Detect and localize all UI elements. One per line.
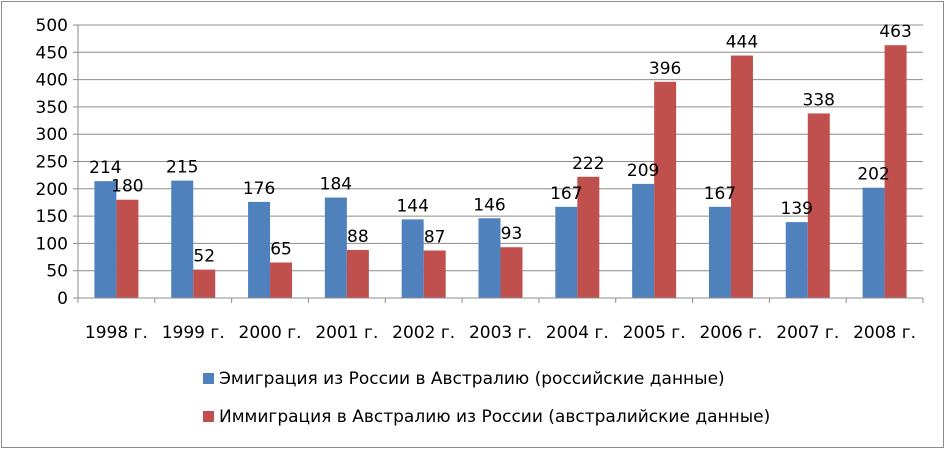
emigration-bar — [632, 183, 655, 298]
immigration-bar — [577, 176, 600, 298]
immigration-data-label: 180 — [111, 177, 143, 197]
immigration-bar — [730, 55, 753, 298]
emigration-data-label: 209 — [627, 161, 659, 181]
emigration-data-label: 167 — [704, 184, 736, 204]
immigration-data-label: 396 — [649, 59, 681, 79]
emigration-data-label: 146 — [473, 195, 505, 215]
x-tick-label: 2008 г. — [853, 323, 916, 343]
emigration-bar — [324, 197, 347, 298]
y-tick-label: 100 — [36, 234, 68, 254]
immigration-data-label: 222 — [572, 154, 604, 174]
emigration-data-label: 215 — [166, 158, 198, 178]
y-axis: 0 50 100 150 200 250 300 350 400 450 500 — [36, 16, 79, 309]
x-tick-label: 2000 г. — [239, 323, 302, 343]
y-tick-label: 50 — [46, 262, 68, 282]
y-tick-label: 200 — [36, 180, 68, 200]
emigration-bar — [248, 201, 271, 298]
immigration-bar — [807, 113, 830, 299]
immigration-data-label: 87 — [424, 227, 446, 247]
emigration-data-label: 202 — [857, 165, 889, 185]
immigration-data-label: 444 — [726, 33, 758, 53]
emigration-data-label: 139 — [781, 199, 813, 219]
legend-swatch — [203, 411, 214, 422]
y-tick-label: 450 — [36, 43, 68, 63]
immigration-bar — [884, 45, 907, 299]
x-tick-label: 2006 г. — [699, 323, 762, 343]
emigration-data-label: 144 — [396, 196, 428, 216]
emigration-bar — [401, 219, 424, 298]
immigration-data-label: 88 — [347, 227, 369, 247]
y-tick-label: 150 — [36, 207, 68, 227]
immigration-bar — [346, 249, 369, 298]
immigration-bar — [270, 262, 293, 298]
emigration-bar — [708, 206, 731, 298]
legend-label: Иммиграция в Австралию из России (австра… — [219, 407, 770, 427]
immigration-data-label: 52 — [193, 247, 215, 267]
x-tick-label: 1998 г. — [85, 323, 148, 343]
emigration-data-label: 167 — [550, 184, 582, 204]
x-tick-label: 2003 г. — [469, 323, 532, 343]
immigration-bar — [500, 247, 523, 298]
y-tick-label: 250 — [36, 153, 68, 173]
emigration-bar — [862, 187, 885, 298]
y-tick-label: 0 — [57, 289, 68, 309]
x-tick-label: 2001 г. — [315, 323, 378, 343]
emigration-bar — [478, 218, 501, 298]
x-tick-label: 2007 г. — [776, 323, 839, 343]
legend-swatch — [203, 373, 214, 384]
y-tick-label: 500 — [36, 16, 68, 36]
emigration-data-label: 176 — [243, 179, 275, 199]
immigration-data-label: 338 — [803, 90, 835, 110]
x-tick-label: 2004 г. — [546, 323, 609, 343]
immigration-bar — [423, 250, 446, 298]
immigration-data-label: 65 — [270, 240, 292, 260]
bars — [94, 45, 907, 299]
x-tick-label: 2002 г. — [392, 323, 455, 343]
emigration-bar — [94, 181, 117, 298]
legend: Эмиграция из России в Австралию (российс… — [203, 369, 770, 427]
immigration-data-label: 463 — [879, 22, 911, 42]
emigration-bar — [555, 206, 578, 298]
immigration-data-label: 93 — [501, 224, 523, 244]
y-tick-label: 350 — [36, 98, 68, 118]
emigration-data-label: 184 — [320, 175, 352, 195]
immigration-bar — [193, 269, 216, 298]
y-tick-label: 300 — [36, 125, 68, 145]
x-tick-label: 2005 г. — [623, 323, 686, 343]
emigration-bar — [785, 222, 808, 298]
y-tick-label: 400 — [36, 71, 68, 91]
x-axis: 1998 г. 1999 г. 2000 г. 2001 г. 2002 г. 2003 … — [77, 297, 924, 343]
emigration-data-label: 214 — [89, 158, 121, 178]
immigration-bar — [116, 199, 139, 298]
legend-label: Эмиграция из России в Австралию (российс… — [219, 369, 725, 389]
x-tick-label: 1999 г. — [162, 323, 225, 343]
immigration-bar — [654, 81, 677, 298]
emigration-bar — [171, 180, 194, 298]
